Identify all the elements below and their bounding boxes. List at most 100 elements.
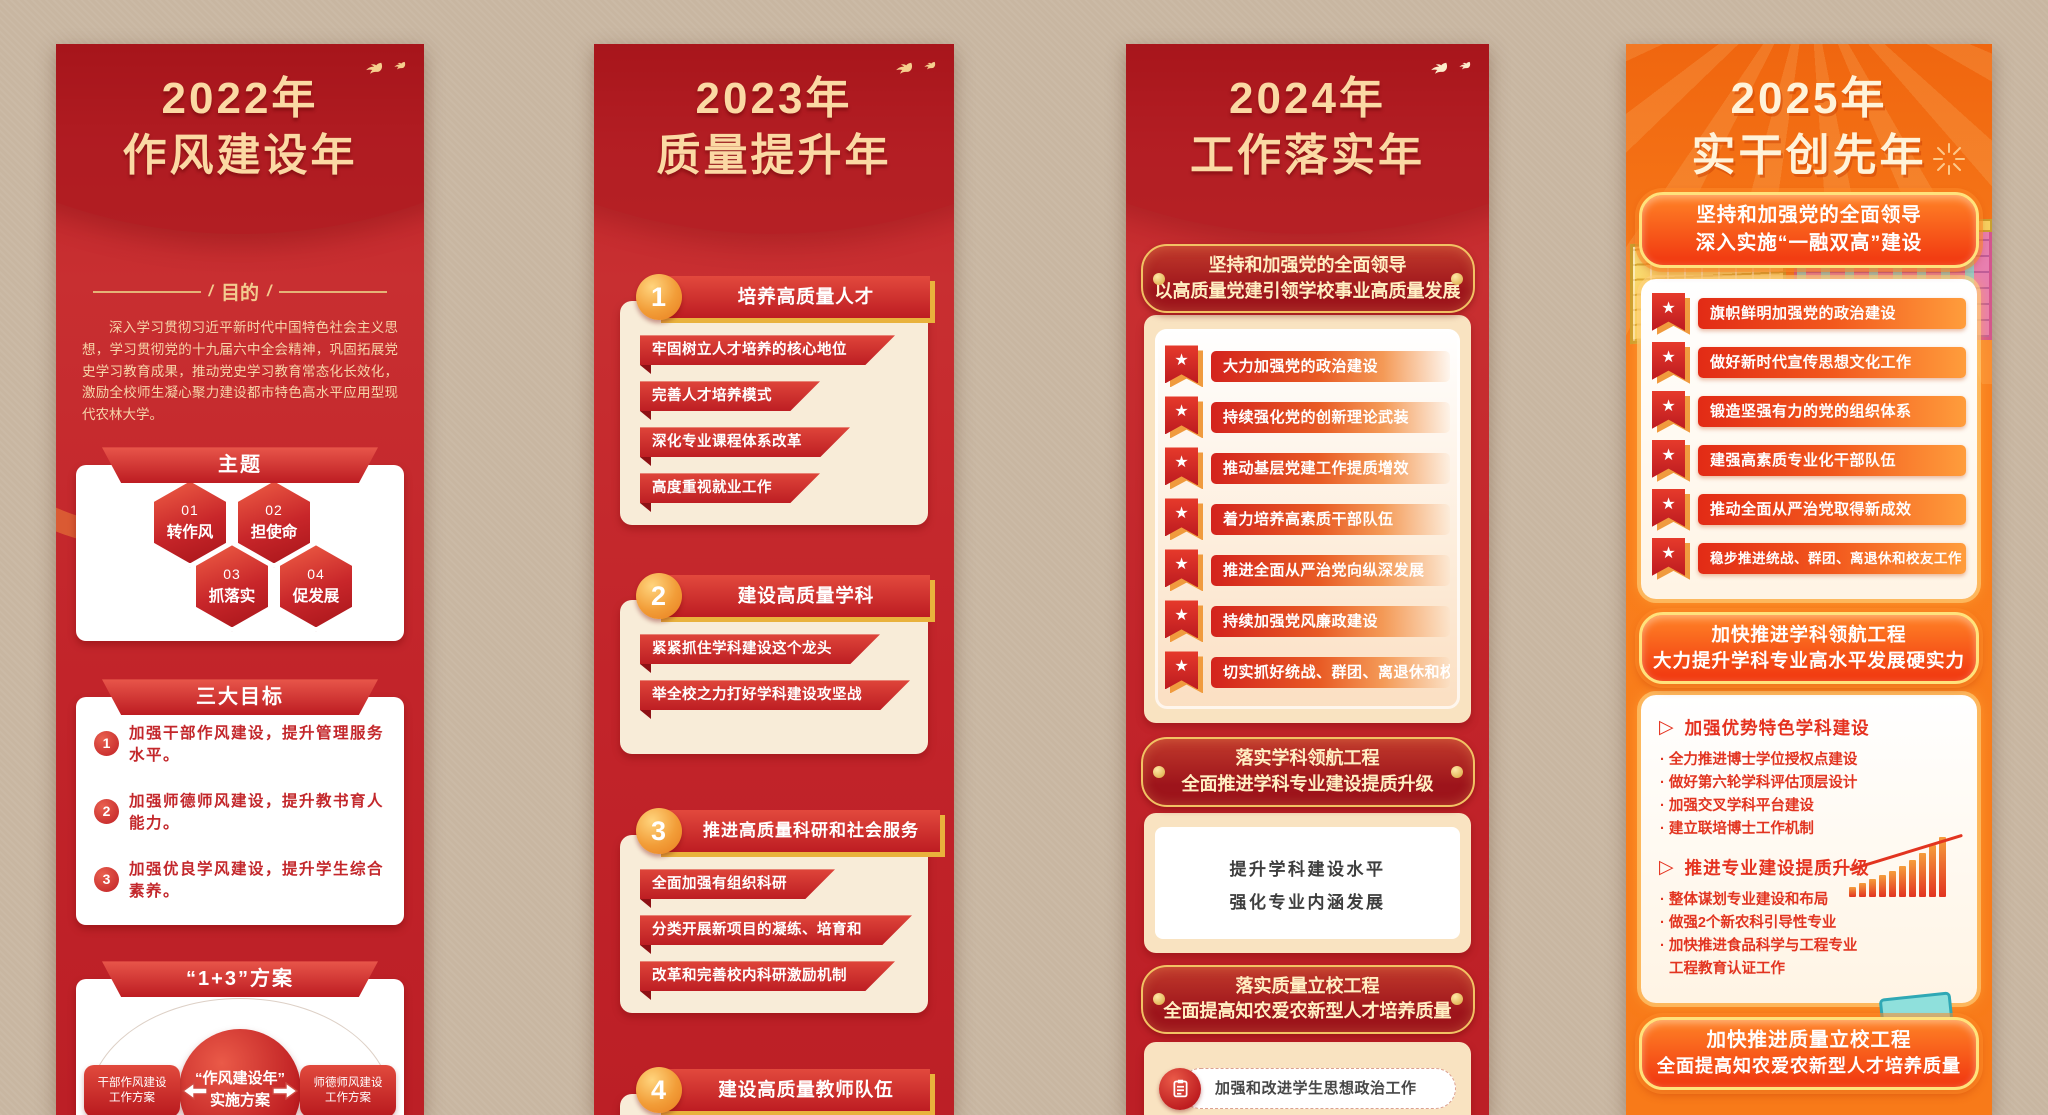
firework-icon: [1933, 143, 1965, 175]
section-talent: 1 培养高质量人才 牢固树立人才培养的核心地位 完善人才培养模式 深化专业课程体…: [594, 274, 954, 526]
poster-title: 2023年 质量提升年: [594, 70, 954, 184]
star-item: ★ 持续加强党风廉政建设: [1165, 600, 1450, 643]
doves-icon: [360, 60, 408, 82]
star-item: ★ 着力培养高素质干部队伍: [1165, 498, 1450, 541]
triangle-icon: ▷: [1659, 717, 1675, 739]
party-banner: 坚持和加强党的全面领导 深入实施“一融双高”建设: [1639, 192, 1979, 268]
section-header: 4 建设高质量教师队伍: [636, 1067, 930, 1114]
section-title: 推进高质量科研和社会服务: [703, 821, 919, 841]
doves-icon: [1425, 60, 1473, 82]
divider-line: [92, 290, 201, 293]
star-badge-icon: ★: [1165, 549, 1203, 592]
goal-number: 1: [94, 730, 119, 756]
goal-item: 1 加强干部作风建设，提升管理服务水平。: [94, 721, 386, 765]
plan-box-cadre: 干部作风建设 工作方案: [84, 1065, 180, 1115]
item-flag: 紧紧抓住学科建设这个龙头: [640, 634, 880, 674]
discipline-card: ▷ 加强优势特色学科建设 · 全力推进博士学位授权点建设 · 做好第六轮学科评估…: [1641, 695, 1977, 1058]
doves-icon: [890, 60, 938, 82]
title-theme: 实干创先年: [1691, 131, 1927, 181]
item-flag: 高度重视就业工作: [640, 473, 820, 513]
header-dome-decor: [56, 44, 424, 234]
star-badge-icon: ★: [1165, 651, 1203, 694]
star-badge-icon: ★: [1165, 345, 1203, 388]
star-badge-icon: ★: [1652, 488, 1690, 531]
poster-header: 2022年 作风建设年: [56, 44, 424, 184]
theme-label: 主题: [218, 454, 262, 477]
section-card: 全面加强有组织科研 分类开展新项目的凝练、培育和转化 改革和完善校内科研激励机制: [620, 835, 928, 1014]
hexagon-4: 04 促发展: [276, 541, 356, 632]
title-theme: 质量提升年: [656, 131, 892, 181]
party-card: ★ 旗帜鲜明加强党的政治建设 ★ 做好新时代宣传思想文化工作 ★ 锻造坚强有力的…: [1641, 278, 1977, 599]
star-badge-icon: ★: [1165, 498, 1203, 541]
star-item: ★ 建强高素质专业化干部队伍: [1652, 439, 1966, 482]
poster-title: 2022年 作风建设年: [56, 70, 424, 184]
section-title: 建设高质量教师队伍: [718, 1079, 894, 1101]
bullet-list: · 整体谋划专业建设和布局 · 做强2个新农科引导性专业 · 加快推进食品科学与…: [1660, 891, 1858, 977]
purpose-text: 深入学习贯彻习近平新时代中国特色社会主义思想，学习贯彻党的十九届六中全会精神，巩…: [82, 320, 398, 422]
section-faculty: 4 建设高质量教师队伍 打造高素质专业化创新型教师队伍: [594, 1067, 954, 1115]
subsection-title: ▷ 加强优势特色学科建设: [1659, 717, 1870, 739]
theme-card: 01 转作风 02 担使命 03 抓落实 04 促发展: [76, 465, 404, 642]
goals-ribbon: 三大目标: [102, 679, 378, 716]
star-item: ★ 推动全面从严治党取得新成效: [1652, 488, 1966, 531]
star-badge-icon: ★: [1652, 292, 1690, 335]
discipline-card: 提升学科建设水平 强化专业内涵发展: [1144, 812, 1471, 953]
section-title: 建设高质量学科: [737, 585, 875, 607]
section-header: 3 推进高质量科研和社会服务: [636, 808, 940, 855]
star-badge-icon: ★: [1652, 439, 1690, 482]
item-flag: 完善人才培养模式: [640, 381, 820, 421]
section-number: 3: [636, 808, 682, 855]
goal-item: 3 加强优良学风建设，提升学生综合素养。: [94, 857, 386, 901]
quality-banner: 落实质量立校工程 全面提高知农爱农新型人才培养质量: [1140, 964, 1475, 1034]
discipline-box: 提升学科建设水平 强化专业内涵发展: [1155, 826, 1460, 939]
star-badge-icon: ★: [1165, 600, 1203, 643]
item-flag: 全面加强有组织科研: [640, 869, 835, 909]
discipline-banner: 落实学科领航工程 全面推进学科专业建设提质升级: [1140, 737, 1475, 807]
poster-2024: 2024年 工作落实年 坚持和加强党的全面领导 以高质量党建引领学校事业高质量发…: [1126, 44, 1489, 1115]
star-item: ★ 锻造坚强有力的党的组织体系: [1652, 390, 1966, 433]
star-badge-icon: ★: [1165, 396, 1203, 439]
star-item: ★ 大力加强党的政治建设: [1165, 345, 1450, 388]
bar-chart-illustration: [1849, 833, 1961, 898]
item-flag: 深化专业课程体系改革: [640, 427, 850, 467]
star-badge-icon: ★: [1165, 447, 1203, 490]
section-card: 紧紧抓住学科建设这个龙头 举全校之力打好学科建设攻坚战: [620, 600, 928, 755]
goal-number: 3: [94, 866, 119, 892]
star-item: ★ 推动基层党建工作提质增效: [1165, 447, 1450, 490]
subsection-title: ▷ 推进专业建设提质升级: [1659, 856, 1870, 878]
poster-2025: 2025年 实干创先年 I ♥ BUA 坚持和加强党的全面领导 深入实施“一融双…: [1626, 44, 1992, 1115]
title-theme: 作风建设年: [122, 131, 358, 181]
poster-2022: 2022年 作风建设年 / 目的 / 深入学习贯彻习近平新时代中国特色社会主义思…: [56, 44, 424, 1115]
star-item: ★ 推进全面从严治党向纵深发展: [1165, 549, 1450, 592]
poster-header: 2023年 质量提升年: [594, 44, 954, 184]
section-number: 1: [636, 274, 682, 321]
poster-title: 2024年 工作落实年: [1126, 70, 1489, 184]
poster-header: 2024年 工作落实年: [1126, 44, 1489, 184]
quality-card: 加强和改进学生思想政治工作 优化人才培养模式 深化教育教学改革 提升招生就业质量: [1144, 1041, 1471, 1115]
header-dome-decor: [594, 44, 954, 234]
poster-2023: 2023年 质量提升年 1 培养高质量人才 牢固树立人才培养的核心地位 完善人才…: [594, 44, 954, 1115]
title-year: 2022年: [161, 74, 319, 123]
arrow-right-icon: [272, 1082, 298, 1101]
title-year: 2023年: [695, 74, 853, 123]
poster-title: 2025年 实干创先年: [1626, 70, 1992, 184]
section-research: 3 推进高质量科研和社会服务 全面加强有组织科研 分类开展新项目的凝练、培育和转…: [594, 808, 954, 1014]
section-card: 牢固树立人才培养的核心地位 完善人才培养模式 深化专业课程体系改革 高度重视就业…: [620, 301, 928, 526]
theme-ribbon: 主题: [102, 447, 378, 484]
divider-line: [279, 290, 388, 293]
goals-card: 1 加强干部作风建设，提升管理服务水平。 2 加强师德师风建设，提升教书育人能力…: [76, 697, 404, 926]
goals-label: 三大目标: [196, 686, 284, 709]
section-number: 2: [636, 573, 682, 620]
title-year: 2025年: [1730, 74, 1888, 123]
section-header: 1 培养高质量人才: [636, 274, 930, 321]
plan-ribbon: “1+3”方案: [102, 961, 378, 998]
bullet-list: · 全力推进博士学位授权点建设 · 做好第六轮学科评估顶层设计 · 加强交叉学科…: [1660, 752, 1858, 837]
title-theme: 工作落实年: [1190, 131, 1425, 181]
goal-number: 2: [94, 798, 119, 824]
title-year: 2024年: [1229, 74, 1386, 123]
star-item: ★ 稳步推进统战、群团、离退休和校友工作: [1652, 537, 1966, 580]
section-discipline: 2 建设高质量学科 紧紧抓住学科建设这个龙头 举全校之力打好学科建设攻坚战: [594, 573, 954, 755]
star-panel: ★ 大力加强党的政治建设 ★ 持续强化党的创新理论武装 ★ 推动基层党建工作提质…: [1155, 329, 1460, 710]
plan-label: “1+3”方案: [186, 968, 294, 991]
